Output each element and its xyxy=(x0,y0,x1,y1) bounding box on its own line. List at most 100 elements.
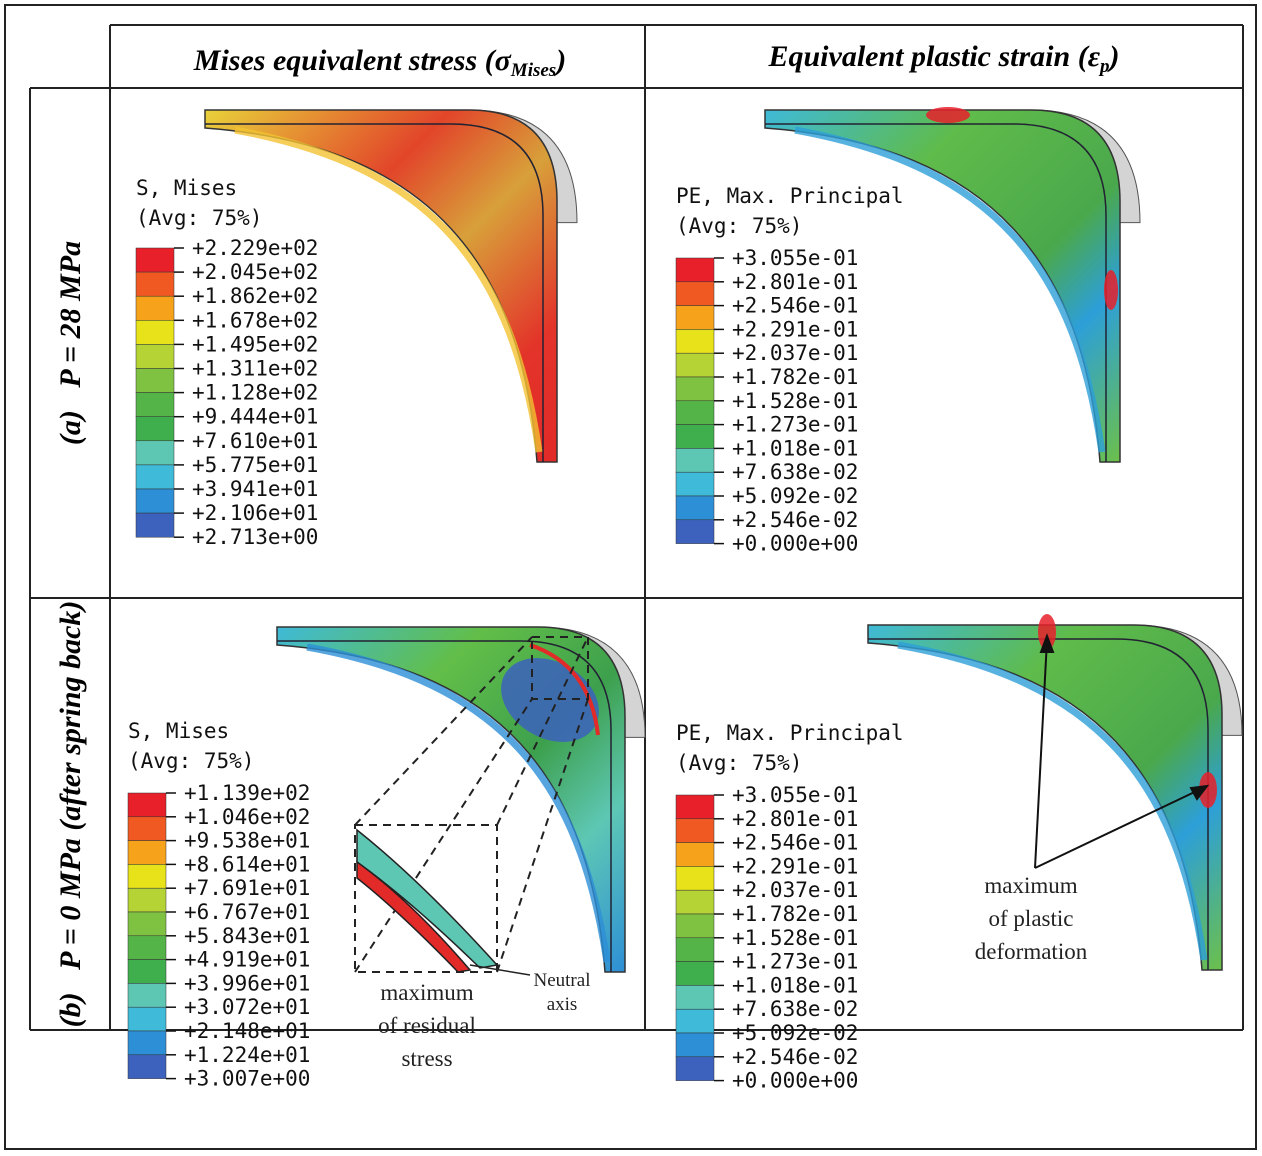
legend-swatch xyxy=(675,1008,715,1034)
legend-label: +0.000e+00 xyxy=(732,532,858,556)
legend-swatch xyxy=(675,376,715,402)
legend-label: +1.139e+02 xyxy=(184,781,310,805)
legend-swatch xyxy=(675,818,715,843)
legend-label: +1.311e+02 xyxy=(192,357,318,381)
legend-swatch xyxy=(675,471,715,497)
header-sub: p xyxy=(1098,56,1110,77)
legend-swatch xyxy=(675,1056,715,1081)
legend-label: +6.767e+01 xyxy=(184,900,310,924)
legend-swatch xyxy=(675,985,715,1010)
legend-subtitle: (Avg: 75%) xyxy=(676,751,802,775)
legend-swatch xyxy=(135,344,175,369)
legend-label: +3.007e+00 xyxy=(184,1067,310,1091)
zoom-detail xyxy=(356,828,531,976)
legend-swatch xyxy=(127,935,167,960)
legend-label: +1.046e+02 xyxy=(184,805,310,829)
beam-band xyxy=(897,641,1208,961)
annotation: axis xyxy=(547,994,578,1015)
legend-label: +2.546e-02 xyxy=(732,1045,858,1069)
legend-label: +1.273e-01 xyxy=(732,413,858,437)
beam-band xyxy=(234,126,543,453)
header-text: Mises equivalent stress (σ xyxy=(193,44,512,77)
beam-band xyxy=(794,126,1106,453)
legend-label: +2.037e-01 xyxy=(732,878,858,902)
legend-swatch xyxy=(675,889,715,915)
legend-swatch xyxy=(675,329,715,354)
legend-swatch xyxy=(675,400,715,425)
legend-label: +2.229e+02 xyxy=(192,236,318,260)
legend-label: +8.614e+01 xyxy=(184,852,310,876)
peak-zone xyxy=(926,107,970,123)
annotation: Neutral xyxy=(534,970,591,991)
beam-line xyxy=(205,123,544,462)
legend-swatch xyxy=(135,271,175,297)
legend-label: +2.801e-01 xyxy=(732,270,858,294)
legend-label: +5.775e+01 xyxy=(192,453,318,477)
annotation-arrows xyxy=(1034,633,1210,869)
legend-label: +0.000e+00 xyxy=(732,1069,858,1093)
legend-swatch xyxy=(127,1030,167,1056)
legend-swatch xyxy=(135,440,175,466)
legend-label: +3.941e+01 xyxy=(192,477,318,501)
legend-swatch xyxy=(127,840,167,865)
residual-stress-line xyxy=(529,643,600,736)
legend-swatch xyxy=(127,816,167,841)
legend-label: +2.713e+00 xyxy=(192,525,318,549)
legend-label: +1.528e-01 xyxy=(732,389,858,413)
legend-label: +7.638e-02 xyxy=(732,460,858,484)
legend-swatch xyxy=(127,1006,167,1032)
legend-swatch xyxy=(675,448,715,473)
peak-zone xyxy=(1199,772,1217,808)
legend-label: +2.037e-01 xyxy=(732,341,858,365)
legend-label: +9.444e+01 xyxy=(192,405,318,429)
legend-swatch xyxy=(135,488,175,514)
legend-swatch xyxy=(127,1054,167,1079)
legend-label: +7.691e+01 xyxy=(184,876,310,900)
legend-swatch xyxy=(675,961,715,986)
legend-label: +1.224e+01 xyxy=(184,1043,310,1067)
legend-swatch xyxy=(675,305,715,330)
legend-subtitle: (Avg: 75%) xyxy=(136,206,262,230)
legend-swatch xyxy=(675,257,715,283)
legend-label: +1.862e+02 xyxy=(192,284,318,308)
legend-label: +4.919e+01 xyxy=(184,948,310,972)
annotation: of plastic xyxy=(989,906,1074,931)
contour-plots xyxy=(204,107,1243,973)
legend-title: PE, Max. Principal xyxy=(676,184,904,208)
legend-subtitle: (Avg: 75%) xyxy=(676,214,802,238)
legend-swatch xyxy=(135,295,175,321)
row-label: (a) P = 28 MPa xyxy=(54,241,87,445)
header-end: ) xyxy=(553,44,566,77)
legend-label: +2.291e-01 xyxy=(732,854,858,878)
peak-zone xyxy=(1038,614,1056,650)
legend-label: +1.782e-01 xyxy=(732,902,858,926)
legend-swatch xyxy=(675,866,715,891)
legend-label: +9.538e+01 xyxy=(184,829,310,853)
legend-title: S, Mises xyxy=(136,176,237,200)
beam-line xyxy=(868,638,1209,970)
legend-label: +1.018e-01 xyxy=(732,436,858,460)
legend-swatch xyxy=(675,281,715,306)
legend-swatch xyxy=(127,911,167,937)
legend-label: +5.092e-02 xyxy=(732,1021,858,1045)
header-sub: Mises xyxy=(510,60,556,81)
legend-label: +3.072e+01 xyxy=(184,995,310,1019)
legend-swatch xyxy=(675,424,715,449)
peak-zone xyxy=(1104,270,1118,310)
legend-swatch xyxy=(675,352,715,378)
annotation: stress xyxy=(401,1046,452,1071)
legend-swatch xyxy=(675,794,715,820)
legend-label: +1.273e-01 xyxy=(732,950,858,974)
legend-swatch xyxy=(135,368,175,393)
legend-label: +7.638e-02 xyxy=(732,997,858,1021)
annotation: of residual xyxy=(378,1013,476,1038)
legend-subtitle: (Avg: 75%) xyxy=(128,749,254,773)
header-text: Equivalent plastic strain (ε xyxy=(767,40,1100,73)
legend-label: +1.495e+02 xyxy=(192,332,318,356)
legend-swatch xyxy=(135,320,175,345)
legend-swatch xyxy=(675,1032,715,1058)
legend-swatch xyxy=(675,842,715,867)
legend-label: +7.610e+01 xyxy=(192,429,318,453)
legend-label: +2.546e-02 xyxy=(732,508,858,532)
beam-line xyxy=(765,123,1107,462)
